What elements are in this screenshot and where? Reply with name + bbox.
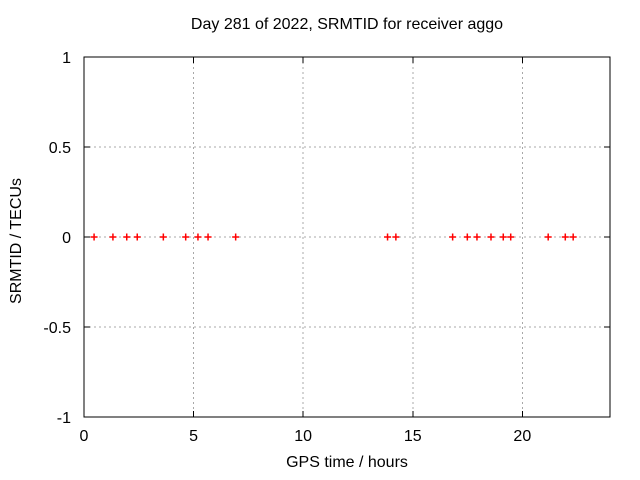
x-axis-label: GPS time / hours <box>286 454 408 471</box>
data-point-marker <box>204 233 212 241</box>
data-point-marker <box>123 233 131 241</box>
data-point-marker <box>133 233 141 241</box>
data-point-marker <box>194 233 202 241</box>
x-tick-label: 20 <box>513 428 531 445</box>
data-point-marker <box>109 233 117 241</box>
data-point-marker <box>182 233 190 241</box>
x-tick-label: 0 <box>80 428 89 445</box>
y-tick-label: -1 <box>57 410 71 427</box>
data-point-marker <box>449 233 457 241</box>
data-point-marker <box>384 233 392 241</box>
data-point-marker <box>544 233 552 241</box>
x-tick-label: 5 <box>189 428 198 445</box>
chart-title: Day 281 of 2022, SRMTID for receiver agg… <box>190 16 504 33</box>
y-tick-label: 0.5 <box>49 140 71 157</box>
data-point-marker <box>561 233 569 241</box>
x-tick-label: 15 <box>404 428 422 445</box>
data-point-marker <box>392 233 400 241</box>
y-tick-label: 1 <box>62 50 71 67</box>
y-tick-label: -0.5 <box>43 320 71 337</box>
y-tick-label: 0 <box>62 230 71 247</box>
data-point-marker <box>507 233 515 241</box>
data-point-marker <box>487 233 495 241</box>
data-point-marker <box>499 233 507 241</box>
data-point-marker <box>159 233 167 241</box>
data-point-marker <box>463 233 471 241</box>
data-point-marker <box>473 233 481 241</box>
data-point-marker <box>569 233 577 241</box>
x-tick-label: 10 <box>294 428 312 445</box>
data-point-marker <box>90 233 98 241</box>
data-point-marker <box>232 233 240 241</box>
